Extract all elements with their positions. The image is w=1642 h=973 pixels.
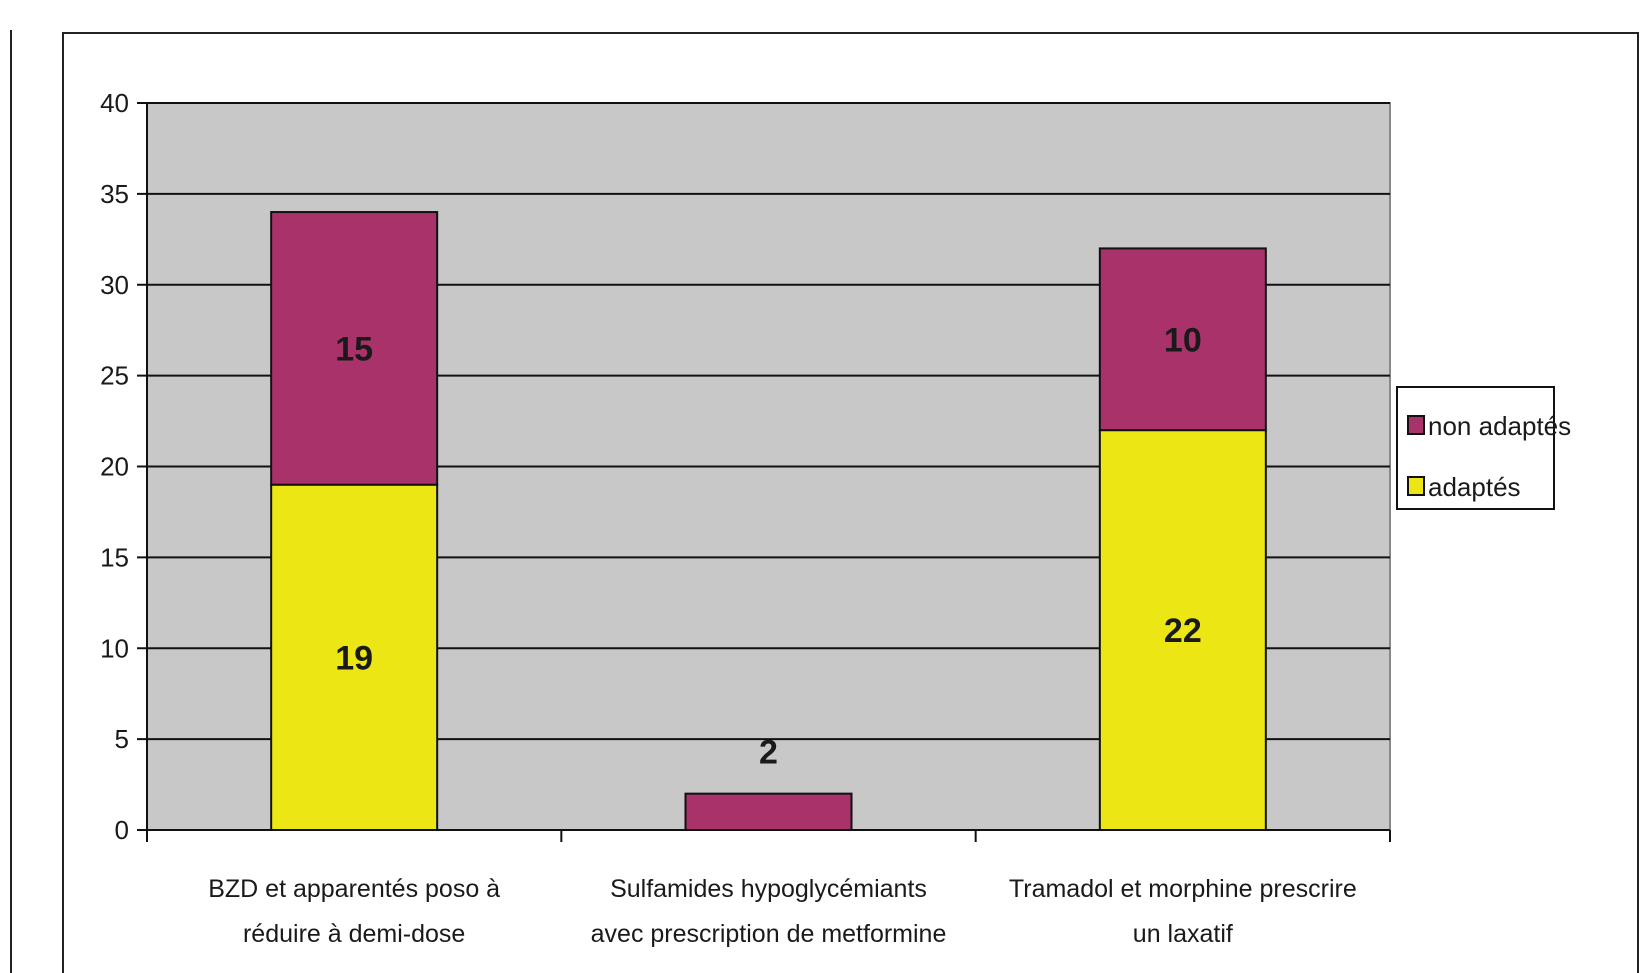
x-category-label: Sulfamides hypoglycémiants — [610, 875, 927, 903]
y-tick-label: 40 — [100, 88, 129, 118]
x-axis: BZD et apparentés poso à réduire à demi-d… — [146, 829, 1391, 948]
y-axis: 0 5 10 15 20 25 30 35 40 — [100, 88, 148, 845]
y-tick-label: 35 — [100, 179, 129, 209]
y-tick-label: 30 — [100, 270, 129, 300]
x-category-label: BZD et apparentés poso à — [208, 875, 500, 903]
bar-segment-adaptés — [1098, 429, 1267, 831]
bar-segment-non-adaptés — [1098, 247, 1267, 432]
legend-label: non adaptés — [1428, 411, 1571, 441]
legend: non adaptés adaptés — [1396, 386, 1571, 510]
legend-label: adaptés — [1428, 472, 1521, 502]
x-category-label: avec prescription de metformine — [591, 920, 947, 948]
data-label: 22 — [1164, 612, 1202, 650]
x-category-label: Tramadol et morphine prescrire — [1009, 875, 1357, 903]
x-category-label: un laxatif — [1133, 920, 1233, 948]
data-label: 15 — [335, 330, 373, 368]
y-tick-label: 15 — [100, 542, 129, 572]
bar-segment-adaptés — [270, 483, 439, 831]
data-label: 19 — [335, 639, 373, 677]
y-tick-label: 20 — [100, 452, 129, 482]
y-tick-label: 5 — [115, 724, 129, 754]
data-label: 10 — [1164, 321, 1202, 359]
data-label: 2 — [759, 734, 778, 772]
legend-swatch — [1407, 415, 1425, 435]
y-tick-label: 10 — [100, 633, 129, 663]
y-tick-label: 25 — [100, 361, 129, 391]
legend-swatch — [1407, 476, 1425, 496]
x-category-label: réduire à demi-dose — [243, 920, 465, 948]
bar-segment-non-adaptés — [684, 792, 853, 832]
y-tick-label: 0 — [115, 815, 129, 845]
bar-segment-non-adaptés — [270, 211, 439, 486]
